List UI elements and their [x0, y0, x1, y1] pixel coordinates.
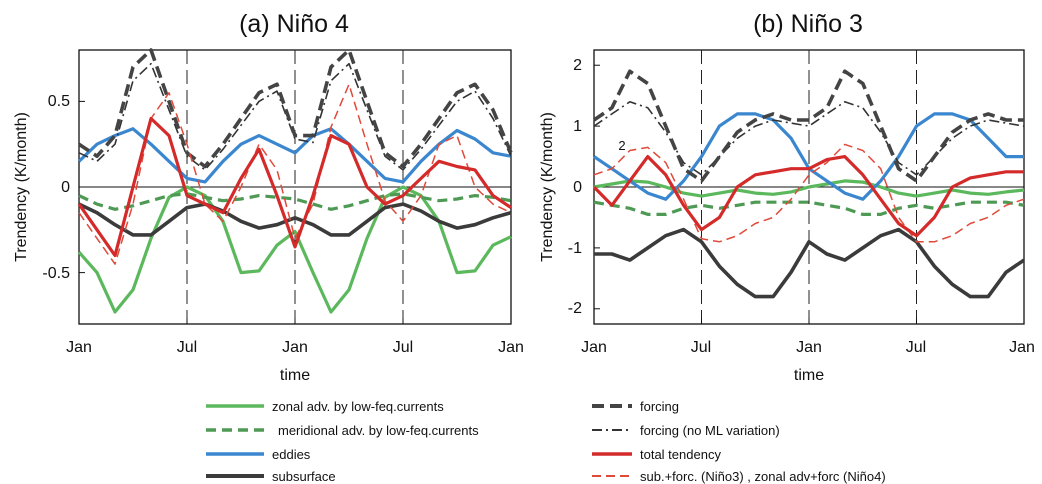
- panel-b-ytick: -1: [568, 240, 582, 257]
- legend-label-subforc: sub.+forc. (Niño3) , zonal adv+forc (Niñ…: [640, 469, 886, 484]
- panel-b-xtick: Jul: [691, 339, 711, 356]
- legend-label-forcing: forcing: [640, 399, 679, 414]
- panel-b-series-subsurface: [594, 227, 1026, 299]
- legend-label-eddies: eddies: [272, 447, 311, 462]
- panel-b-series-subforc: [593, 143, 1025, 243]
- panel-a-xlabel: time: [280, 367, 310, 384]
- panel-b-xtick: Jan: [1009, 339, 1035, 356]
- panel-a-ytick: 0: [61, 179, 70, 196]
- panel-a-series-forcing-noml: [78, 62, 512, 171]
- panel-b-annotation: 2: [618, 138, 625, 153]
- panel-nino4: (a) Niño 4 Trendency (K/month) time Jan …: [13, 10, 524, 384]
- panel-b-plot: [592, 50, 1026, 324]
- legend: zonal adv. by low-feq.currents meridiona…: [206, 399, 886, 484]
- panel-b-ytick: 1: [573, 118, 582, 135]
- legend-label-meridional: meridional adv. by low-feq.currents: [278, 423, 479, 438]
- panel-b-ytick: 2: [573, 57, 582, 74]
- panel-b-xtick: Jan: [581, 339, 607, 356]
- legend-label-total: total tendency: [640, 447, 721, 462]
- panel-b-title: (b) Niño 3: [753, 10, 863, 38]
- panel-a-xtick: Jan: [282, 339, 308, 356]
- panel-a-ytick: -0.5: [42, 265, 70, 282]
- panel-b-xlabel: time: [794, 367, 824, 384]
- panel-a-xtick: Jan: [66, 339, 92, 356]
- panel-a-plot: [77, 48, 513, 324]
- panel-a-xtick: Jan: [498, 339, 524, 356]
- panel-a-title: (a) Niño 4: [239, 10, 349, 38]
- panel-a-xtick: Jul: [177, 339, 197, 356]
- panel-b-series-total: [592, 155, 1024, 238]
- legend-label-forcing-noml: forcing (no ML variation): [640, 423, 780, 438]
- panel-b-ytick: 0: [573, 179, 582, 196]
- panel-a-series-subsurface: [78, 202, 512, 237]
- panel-b-series-meridional: [593, 200, 1025, 216]
- panel-b-xtick: Jul: [906, 339, 926, 356]
- legend-label-subsurface: subsurface: [272, 469, 336, 484]
- panel-b-ytick: -2: [568, 300, 582, 317]
- panel-a-xtick: Jul: [393, 339, 413, 356]
- legend-label-zonal: zonal adv. by low-feq.currents: [272, 399, 444, 414]
- panel-b-ylabel: Trendency (K/month): [539, 112, 556, 262]
- panel-a-ytick: 0.5: [48, 93, 70, 110]
- panel-nino3: (b) Niño 3 Trendency (K/month) time Jan …: [539, 10, 1035, 384]
- panel-a-series-total: [77, 116, 512, 258]
- panel-b-xtick: Jan: [796, 339, 822, 356]
- panel-a-series-forcing: [78, 48, 513, 169]
- panel-b-series-forcing: [592, 69, 1024, 183]
- panel-a-ylabel: Trendency (K/month): [13, 112, 30, 262]
- panel-a-series-meridional: [78, 192, 512, 211]
